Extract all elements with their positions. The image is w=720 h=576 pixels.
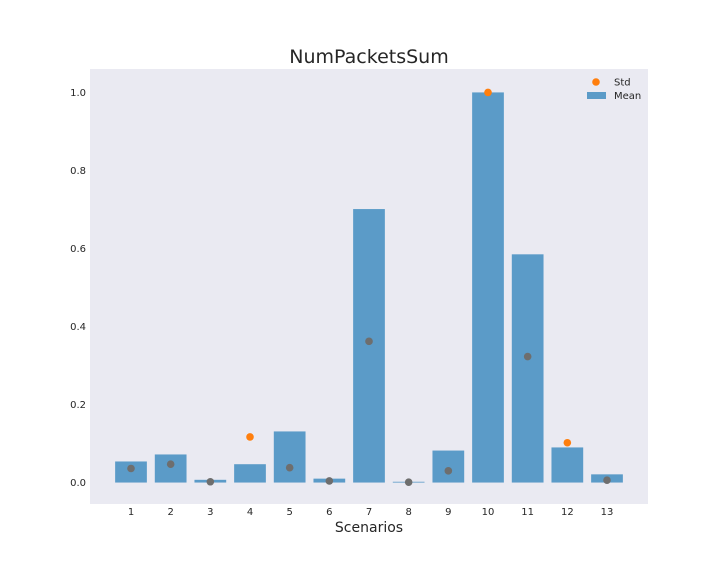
y-tick-label-0.2: 0.2 xyxy=(70,400,86,411)
legend: Std Mean xyxy=(587,78,641,102)
x-axis-label: Scenarios xyxy=(335,520,403,536)
legend-std-label: Std xyxy=(614,78,631,89)
point-std-8 xyxy=(404,478,413,486)
x-tick-label-9: 9 xyxy=(445,507,451,518)
y-tick-labels: 0.0 0.2 0.4 0.6 0.8 1.0 xyxy=(70,88,86,489)
legend-mean-marker xyxy=(587,92,606,99)
bar-mean-5 xyxy=(273,431,306,483)
point-std-11 xyxy=(523,352,532,361)
bar-mean-11 xyxy=(511,254,544,483)
bars-layer xyxy=(115,92,623,483)
y-tick-label-0.8: 0.8 xyxy=(70,166,86,177)
x-tick-label-11: 11 xyxy=(521,507,534,518)
x-tick-label-7: 7 xyxy=(366,507,372,518)
x-tick-label-2: 2 xyxy=(167,507,173,518)
point-std-3 xyxy=(206,477,215,486)
x-tick-label-6: 6 xyxy=(326,507,332,518)
bar-mean-9 xyxy=(432,450,465,483)
x-tick-label-12: 12 xyxy=(561,507,574,518)
point-std-2 xyxy=(166,460,175,469)
x-tick-label-10: 10 xyxy=(482,507,495,518)
point-std-5 xyxy=(285,463,294,472)
point-std-13 xyxy=(603,476,611,485)
x-tick-label-8: 8 xyxy=(405,507,411,518)
y-tick-label-0.6: 0.6 xyxy=(70,244,86,255)
point-std-12 xyxy=(563,438,572,447)
x-tick-label-4: 4 xyxy=(247,507,253,518)
y-tick-label-1.0: 1.0 xyxy=(70,88,86,99)
bar-mean-2 xyxy=(154,454,187,483)
x-tick-label-3: 3 xyxy=(207,507,213,518)
legend-std-marker xyxy=(592,78,600,86)
x-tick-labels: 1 2 3 4 5 6 7 8 9 10 11 12 13 xyxy=(128,507,614,518)
x-tick-label-1: 1 xyxy=(128,507,134,518)
bar-mean-7 xyxy=(353,209,385,483)
y-tick-label-0.0: 0.0 xyxy=(70,478,86,489)
chart-title: NumPacketsSum xyxy=(289,46,448,68)
point-std-7 xyxy=(365,337,373,346)
point-std-4 xyxy=(246,433,254,441)
y-tick-label-0.4: 0.4 xyxy=(70,322,86,333)
bar-mean-4 xyxy=(234,464,266,483)
bar-mean-10 xyxy=(472,92,504,483)
point-std-6 xyxy=(325,477,334,485)
point-std-9 xyxy=(444,467,453,475)
bar-mean-12 xyxy=(551,447,584,483)
point-std-10 xyxy=(484,88,492,97)
point-std-1 xyxy=(127,464,135,473)
x-tick-label-5: 5 xyxy=(286,507,292,518)
legend-mean-label: Mean xyxy=(614,91,641,102)
x-tick-label-13: 13 xyxy=(601,507,614,518)
points-layer xyxy=(127,88,611,486)
